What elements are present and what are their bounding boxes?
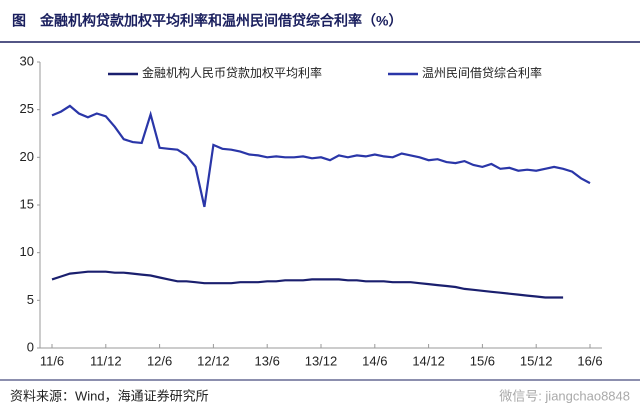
y-tick-label: 25: [20, 101, 34, 116]
y-tick-label: 0: [27, 339, 34, 354]
x-tick-label: 11/12: [90, 353, 122, 368]
x-tick-label: 15/6: [470, 353, 495, 368]
y-tick-label: 30: [20, 53, 34, 68]
x-tick-label: 14/6: [362, 353, 387, 368]
y-tick-label: 10: [20, 244, 34, 259]
x-tick-label: 13/12: [305, 353, 338, 368]
chart-title: 图 金融机构贷款加权平均利率和温州民间借贷综合利率（%）: [12, 13, 402, 29]
x-tick-label: 14/12: [412, 353, 445, 368]
series-line: [51, 104, 591, 208]
x-tick-label: 13/6: [255, 353, 280, 368]
x-tick-label: 11/6: [40, 353, 64, 368]
source: 资料来源：Wind，海通证券研究所: [10, 388, 209, 403]
y-tick-label: 20: [20, 149, 34, 164]
watermark: 微信号: jiangchao8848: [499, 388, 630, 403]
x-tick-label: 15/12: [520, 353, 553, 368]
series-line: [51, 270, 564, 299]
x-tick-label: 16/6: [577, 353, 602, 368]
x-tick-label: 12/6: [147, 353, 172, 368]
y-tick-label: 5: [27, 292, 34, 307]
y-tick-label: 15: [20, 196, 34, 211]
legend-label: 金融机构人民币贷款加权平均利率: [142, 65, 322, 80]
x-tick-label: 12/12: [197, 353, 230, 368]
legend-label: 温州民间借贷综合利率: [422, 65, 542, 80]
